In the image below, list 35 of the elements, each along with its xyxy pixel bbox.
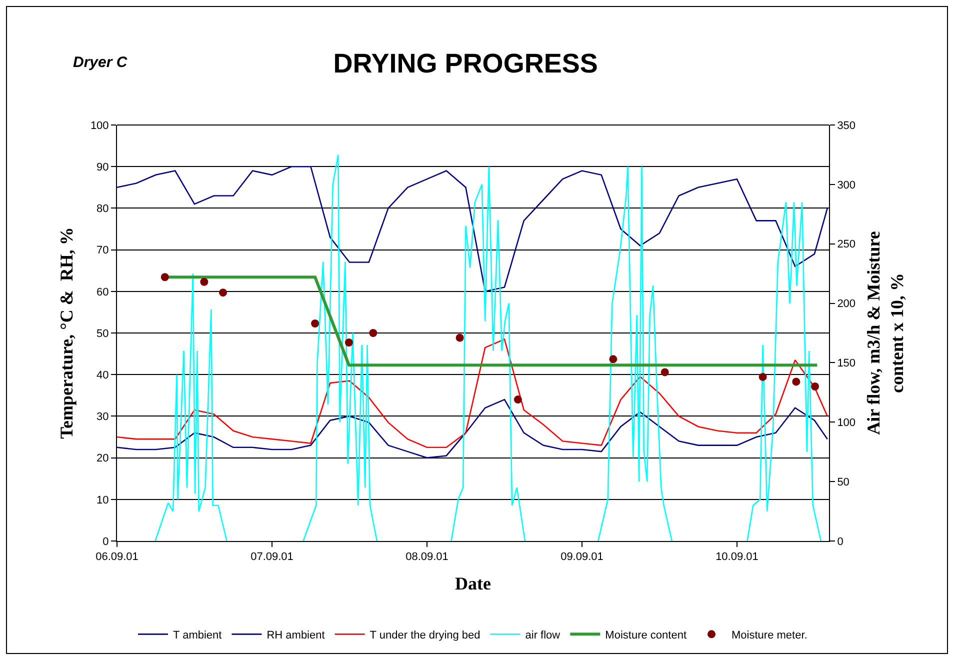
- y2-tick-label: 200: [837, 298, 856, 310]
- y-tick-label: 90: [96, 161, 109, 174]
- y2-tick-label: 100: [837, 416, 856, 429]
- y2-tick-label: 350: [837, 120, 856, 132]
- y2-tick-label: 150: [837, 358, 856, 370]
- y-tick-label: 70: [96, 244, 109, 257]
- legend-label: air flow: [525, 629, 560, 642]
- y-tick-label: 80: [96, 203, 109, 216]
- x-tick-label: 08.09.01: [406, 551, 448, 564]
- y-tick-label: 30: [96, 411, 109, 424]
- x-tick-label: 10.09.01: [716, 551, 758, 564]
- y-tick-label: 50: [96, 328, 109, 340]
- x-tick-label: 07.09.01: [250, 551, 294, 564]
- legend-label: RH ambient: [266, 629, 325, 642]
- y-axis-title: Temperature, °C & RH, %: [56, 227, 77, 439]
- legend-label: T ambient: [173, 629, 222, 642]
- y-tick-label: 20: [96, 452, 109, 465]
- y-tick-label: 0: [102, 536, 109, 548]
- y-tick-label: 100: [90, 120, 109, 132]
- y-tick-label: 60: [96, 286, 109, 298]
- y-tick-label: 40: [96, 369, 109, 382]
- x-tick-label: 06.09.01: [96, 551, 138, 564]
- text: Dryer C: [73, 54, 128, 71]
- y2-tick-label: 50: [837, 476, 850, 488]
- x-axis-title: Date: [455, 573, 491, 594]
- y-tick-label: 10: [96, 494, 109, 506]
- legend-label: T under the drying bed: [370, 629, 480, 642]
- legend-label: Moisture content: [605, 629, 687, 642]
- y2-tick-label: 0: [837, 536, 844, 548]
- legend-label: Moisture meter.: [732, 629, 808, 642]
- y2-tick-label: 250: [837, 238, 856, 251]
- y2-tick-label: 300: [837, 179, 856, 192]
- chart-title: DRYING PROGRESS: [333, 48, 598, 78]
- y2-axis-title: Air flow, m3/h & Moisture content x 10, %: [864, 231, 908, 435]
- x-tick-label: 09.09.01: [560, 551, 604, 564]
